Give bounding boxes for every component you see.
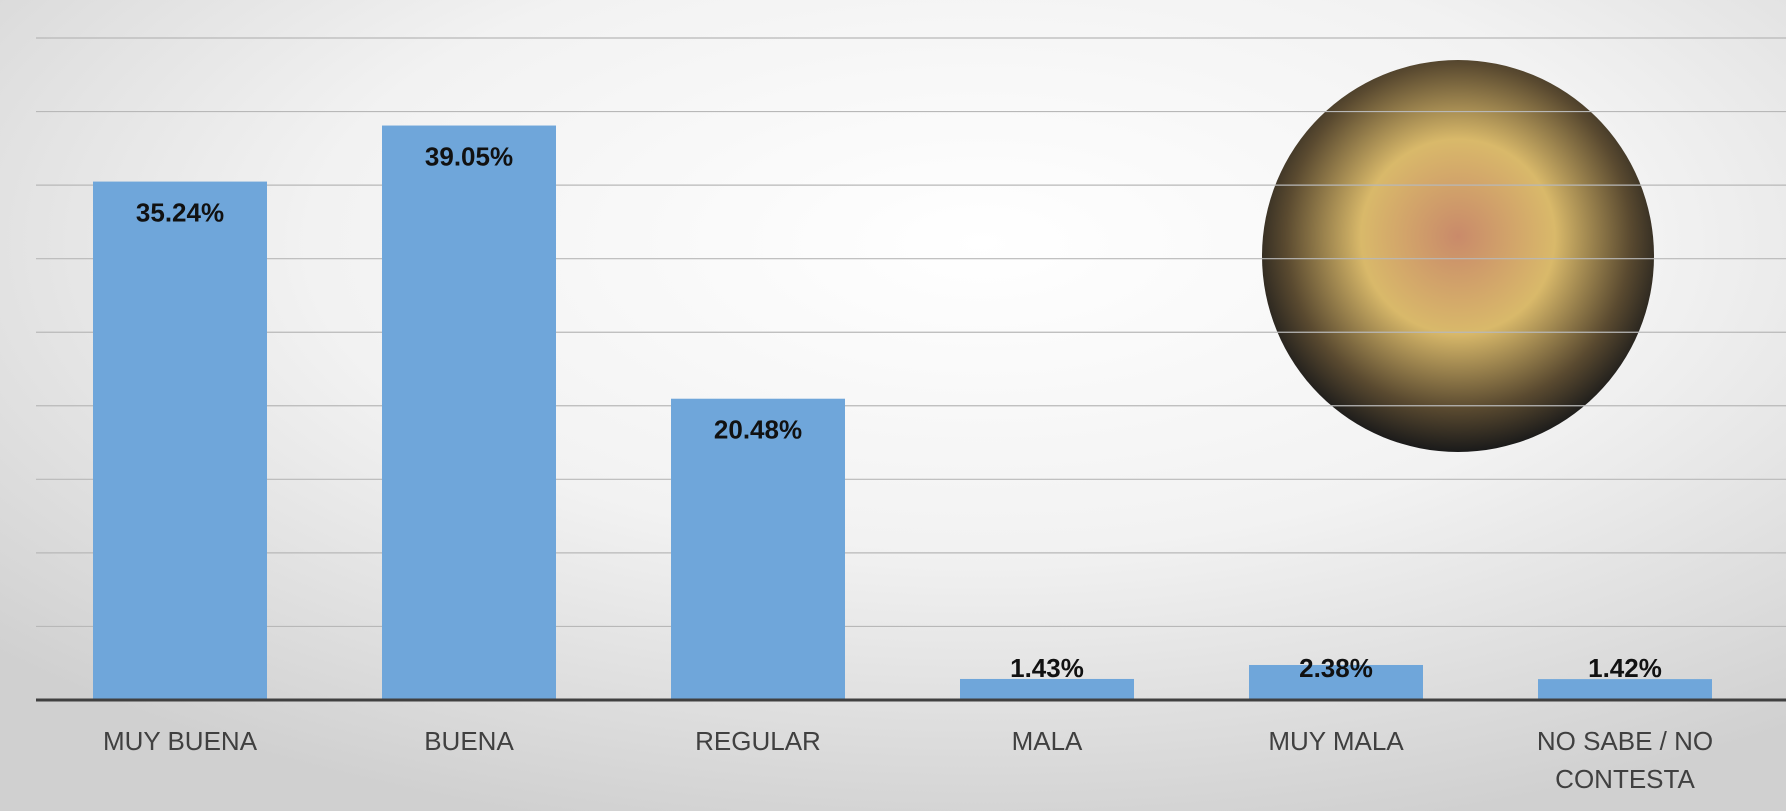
bar — [671, 398, 845, 700]
value-label: 2.38% — [1299, 653, 1373, 683]
value-label: 35.24% — [136, 197, 224, 227]
value-label: 20.48% — [714, 415, 802, 445]
x-tick-label: BUENA — [424, 726, 514, 756]
bar — [1249, 664, 1423, 700]
x-tick-label: NO SABE / NO CONTESTA — [1537, 726, 1713, 794]
bar — [1538, 679, 1712, 700]
x-tick-label: MALA — [1012, 726, 1083, 756]
bar — [93, 181, 267, 700]
portrait-photo — [1262, 60, 1654, 452]
bar — [382, 125, 556, 700]
x-tick-label: MUY BUENA — [103, 726, 258, 756]
x-tick-label: MUY MALA — [1268, 726, 1404, 756]
x-tick-label: REGULAR — [695, 726, 821, 756]
value-label: 1.42% — [1588, 653, 1662, 683]
value-label: 39.05% — [425, 141, 513, 171]
value-label: 1.43% — [1010, 653, 1084, 683]
bar — [960, 678, 1134, 700]
